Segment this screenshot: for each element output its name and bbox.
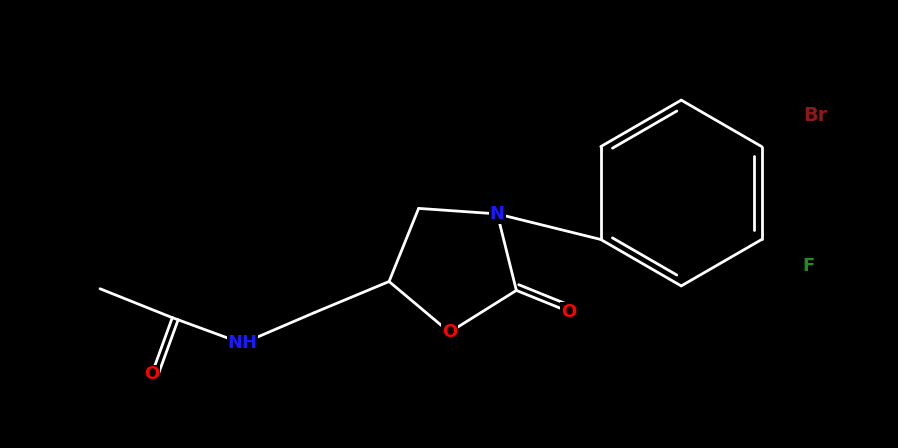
Text: O: O [442,323,457,341]
Text: Br: Br [803,106,828,125]
Text: NH: NH [227,335,258,353]
Text: N: N [489,205,505,223]
Text: O: O [144,366,159,383]
Text: F: F [802,257,814,276]
Text: O: O [561,303,577,321]
